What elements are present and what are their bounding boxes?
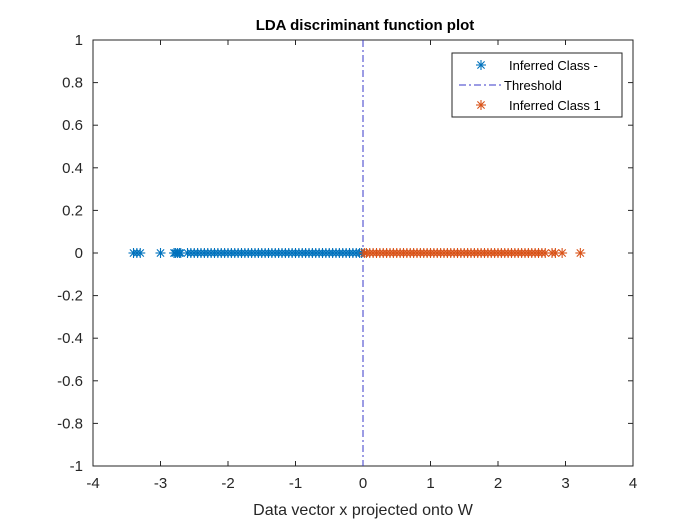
x-tick-label: 2: [494, 475, 502, 492]
data-point: [135, 248, 146, 258]
x-tick-label: 4: [629, 475, 637, 492]
x-tick-label: -2: [221, 475, 234, 492]
x-tick-label: 1: [426, 475, 434, 492]
chart-title: LDA discriminant function plot: [256, 17, 475, 34]
legend-marker: [476, 60, 486, 70]
legend: Inferred Class - Threshold Inferred Class …: [451, 52, 623, 118]
legend-label: Threshold: [504, 78, 562, 93]
x-tick-label: -4: [86, 475, 99, 492]
legend-label: Inferred Class -: [509, 58, 598, 73]
x-tick-label: -3: [154, 475, 167, 492]
legend-label: Inferred Class 1: [509, 98, 601, 113]
x-tick-label: -1: [289, 475, 302, 492]
y-tick-label: -0.8: [57, 415, 83, 432]
y-tick-label: 0: [75, 245, 83, 262]
series-layer: [128, 248, 586, 258]
axis-ticks: -4 -3 -2 -1 0 1 2 3 4 -1 -0.8 -0.6 -0.4 -0.2 0 0.2 0.4 0.…: [57, 32, 637, 492]
y-tick-label: -0.4: [57, 330, 83, 347]
y-tick-label: 0.4: [62, 160, 83, 177]
legend-marker: [476, 100, 486, 110]
data-point: [155, 248, 166, 258]
series-1: [128, 248, 367, 258]
y-tick-label: -1: [70, 458, 83, 475]
y-tick-label: -0.6: [57, 373, 83, 390]
series-2: [359, 248, 586, 258]
y-tick-label: 0.8: [62, 75, 83, 92]
y-tick-label: 1: [75, 32, 83, 49]
y-tick-label: -0.2: [57, 288, 83, 305]
y-tick-label: 0.2: [62, 202, 83, 219]
data-point: [575, 248, 586, 258]
x-axis-label: Data vector x projected onto W: [253, 502, 474, 519]
data-point: [557, 248, 568, 258]
x-tick-label: 3: [561, 475, 569, 492]
x-tick-label: 0: [359, 475, 367, 492]
y-tick-label: 0.6: [62, 117, 83, 134]
